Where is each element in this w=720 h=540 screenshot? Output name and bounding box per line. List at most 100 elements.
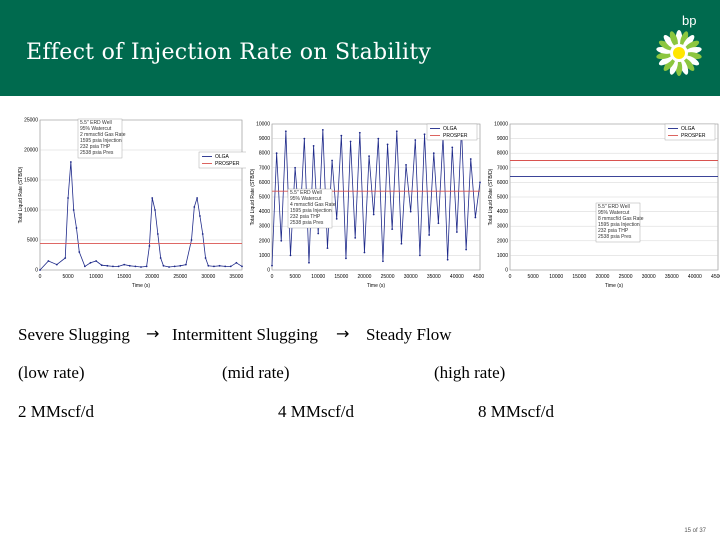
- data-point: [140, 266, 142, 268]
- data-point: [358, 131, 361, 134]
- logo-petal: [682, 58, 695, 71]
- annotation-line: 95% Watercut: [598, 210, 630, 216]
- annotation-line: 2538 psia Pres: [80, 150, 114, 156]
- injection-label-high: 8 MMscf/d: [478, 402, 555, 421]
- data-point: [368, 155, 370, 158]
- x-axis-label: Time (s): [367, 283, 385, 289]
- logo-petal: [658, 40, 674, 51]
- x-tick-label: 5000: [528, 274, 539, 280]
- logo-petal: [658, 55, 674, 66]
- rate-label-low: (low rate): [18, 363, 85, 382]
- logo-petal: [680, 59, 689, 75]
- data-point: [465, 248, 468, 251]
- data-point: [474, 216, 477, 219]
- chart-low-rate: 0 5000 10000 15000 20000 25000 0 5000 10000 15000…: [10, 110, 246, 296]
- data-point: [179, 264, 182, 267]
- logo-petal: [669, 31, 678, 47]
- y-tick-label: 8000: [259, 151, 270, 157]
- data-point: [469, 158, 472, 160]
- x-tick-label: 15000: [117, 274, 131, 280]
- data-point: [271, 264, 273, 267]
- y-tick-label: 4000: [259, 209, 270, 215]
- y-tick-label: 3000: [497, 224, 508, 230]
- y-tick-label: 20000: [24, 148, 38, 154]
- annotation-frame: [77, 118, 123, 159]
- legend-label: PROSPER: [681, 133, 706, 139]
- data-point: [432, 152, 435, 155]
- y-tick-label: 2000: [259, 238, 270, 244]
- data-point: [117, 265, 120, 268]
- arrow-right-icon: →: [146, 324, 160, 343]
- data-point: [64, 257, 67, 259]
- rate-label-high: (high rate): [434, 363, 506, 382]
- data-point: [446, 258, 449, 261]
- data-point: [213, 265, 215, 268]
- annotation-frame: [287, 188, 333, 229]
- annotation-line: 95% Watercut: [290, 196, 322, 202]
- legend-label: PROSPER: [215, 161, 240, 167]
- x-tick-label: 10000: [89, 274, 103, 280]
- data-point: [159, 257, 162, 259]
- annotation-line: 4 mmscf/d Gas Rate: [290, 202, 336, 208]
- data-point: [386, 143, 389, 146]
- x-tick-label: 0: [509, 274, 512, 280]
- data-point: [106, 264, 109, 267]
- y-tick-label: 1000: [497, 253, 508, 259]
- annotation-line: 1595 psia Injection: [80, 138, 122, 144]
- x-tick-label: 35000: [229, 274, 243, 280]
- chart-mid-rate: 0 1000 2000 3000 4000 5000 6000 7000 8000 9000 100…: [248, 110, 484, 296]
- data-point: [308, 261, 310, 264]
- x-tick-label: 40000: [450, 274, 464, 280]
- data-point: [303, 137, 306, 140]
- legend-box: [198, 151, 246, 169]
- y-tick-label: 5000: [259, 195, 270, 201]
- x-tick-label: 20000: [357, 274, 371, 280]
- y-tick-label: 6000: [259, 180, 270, 186]
- series-line-olga: [39, 161, 243, 271]
- injection-label-low: 2 MMscf/d: [18, 402, 95, 421]
- y-tick-label: 0: [35, 268, 38, 274]
- data-point: [151, 197, 154, 199]
- annotation-line: 1595 psia Injection: [598, 222, 640, 228]
- annotation-frame: [595, 202, 641, 243]
- y-tick-label: 10000: [494, 122, 508, 128]
- data-point: [75, 227, 78, 229]
- x-tick-label: 25000: [173, 274, 187, 280]
- data-point: [345, 257, 347, 260]
- annotation-line: 232 psia THP: [598, 228, 629, 234]
- data-point: [363, 251, 366, 254]
- legend-label: PROSPER: [443, 133, 468, 139]
- chart-high-rate: 0 1000 2000 3000 4000 5000 6000 7000 8000 9000 100…: [486, 110, 720, 296]
- data-point: [154, 209, 156, 211]
- x-tick-label: 25000: [619, 274, 633, 280]
- data-point: [395, 130, 398, 133]
- data-point: [326, 247, 329, 250]
- x-tick-label: 35000: [427, 274, 441, 280]
- data-point: [400, 242, 403, 245]
- data-point: [241, 265, 243, 268]
- y-tick-label: 7000: [259, 165, 270, 171]
- y-tick-label: 2000: [497, 238, 508, 244]
- data-point: [55, 263, 58, 266]
- y-tick-label: 7000: [497, 165, 508, 171]
- data-point: [372, 213, 375, 216]
- annotation-line: 5.5" ERD Well: [290, 190, 322, 196]
- rate-label-mid: (mid rate): [222, 363, 290, 382]
- y-tick-label: 0: [505, 268, 508, 274]
- data-point: [123, 263, 126, 266]
- data-point: [312, 145, 315, 147]
- x-tick-label: 30000: [404, 274, 418, 280]
- data-point: [409, 210, 412, 213]
- annotation-line: 5.5" ERD Well: [598, 204, 630, 210]
- x-tick-label: 30000: [201, 274, 215, 280]
- y-axis-label: Total Liquid Rate (STB/D): [18, 166, 24, 223]
- data-point: [193, 206, 196, 208]
- data-point: [455, 231, 458, 233]
- data-point: [405, 163, 407, 166]
- data-point: [423, 133, 426, 136]
- data-point: [428, 234, 431, 236]
- data-point: [207, 264, 210, 267]
